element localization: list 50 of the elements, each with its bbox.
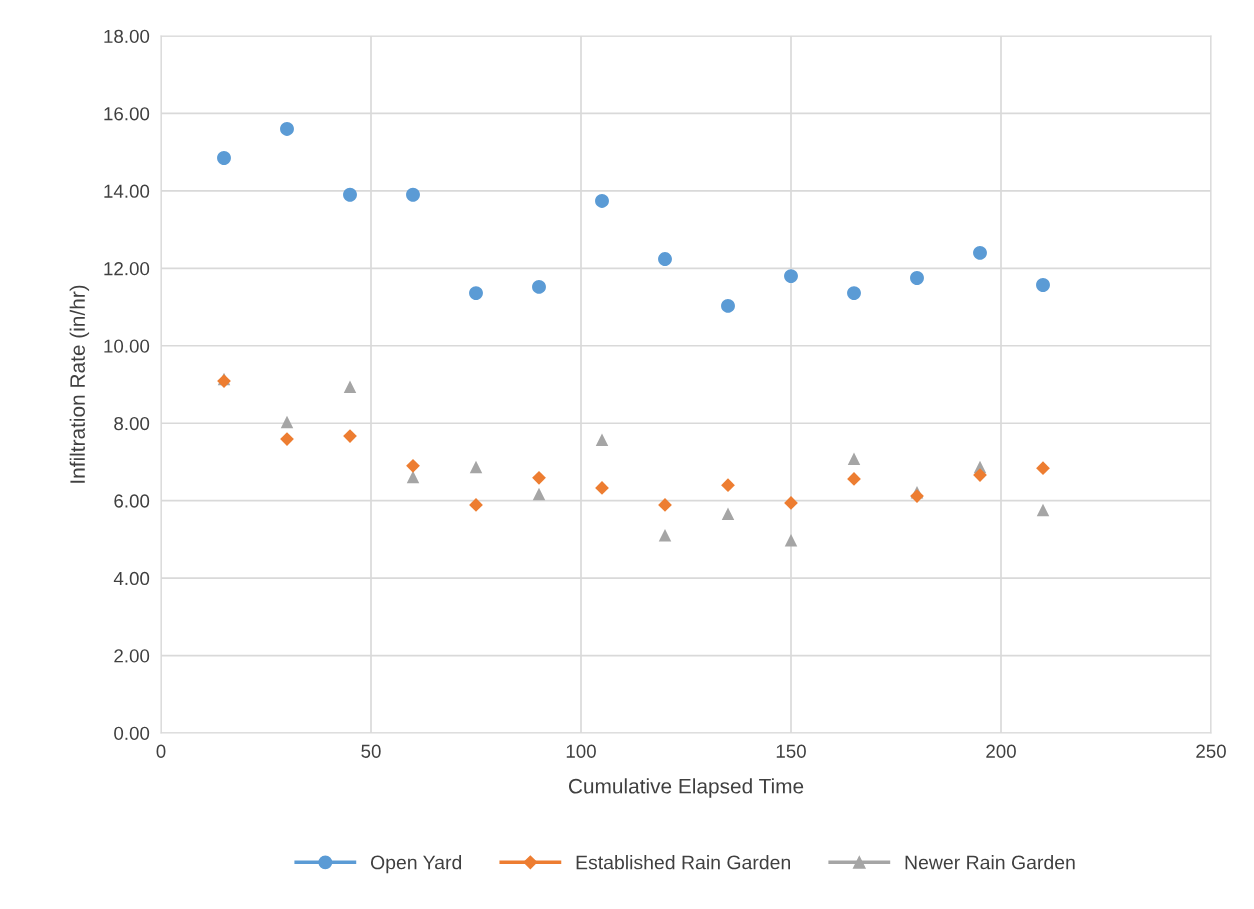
point	[658, 252, 672, 266]
y-tick-label: 2.00	[114, 649, 150, 663]
point	[910, 271, 924, 285]
point	[343, 187, 357, 202]
legend-label: Open Yard	[370, 855, 462, 874]
point	[721, 298, 735, 313]
point	[721, 478, 735, 493]
point	[469, 460, 483, 474]
y-tick-label: 14.00	[104, 184, 150, 198]
point	[1036, 503, 1050, 517]
x-tick-label: 250	[1196, 744, 1226, 758]
y-tick-label: 16.00	[104, 107, 150, 121]
y-tick-label: 8.00	[114, 416, 150, 431]
point	[469, 286, 483, 301]
point	[595, 194, 609, 208]
point	[280, 121, 294, 136]
point	[217, 151, 231, 165]
y-tick-label: 4.00	[113, 571, 150, 586]
x-axis-title: Cumulative Elapsed Time	[568, 778, 804, 798]
point	[406, 458, 420, 473]
x-tick-label: 150	[776, 744, 806, 758]
point	[280, 415, 294, 429]
point	[784, 269, 798, 284]
point	[406, 470, 420, 484]
y-tick-label: 12.00	[104, 262, 150, 276]
y-tick-label: 6.00	[114, 494, 150, 508]
point	[343, 380, 357, 394]
point	[658, 528, 672, 542]
y-tick-label: 0.00	[114, 726, 150, 740]
x-tick-label: 0	[156, 744, 166, 758]
point	[532, 279, 546, 294]
y-tick-label: 18.00	[104, 29, 150, 43]
legend-label: Established Rain Garden	[576, 855, 790, 870]
point	[784, 533, 798, 547]
x-tick-label: 200	[986, 744, 1016, 758]
x-tick-label: 100	[566, 744, 596, 758]
legend-label: Newer Rain Garden	[905, 855, 1075, 870]
point	[847, 286, 861, 301]
point	[721, 507, 735, 521]
point	[532, 470, 546, 485]
point	[973, 245, 987, 260]
point	[532, 487, 546, 501]
y-tick-label: 10.00	[104, 339, 150, 353]
point	[1036, 278, 1050, 292]
point	[973, 468, 987, 482]
point	[595, 433, 609, 447]
point	[406, 187, 420, 202]
y-axis-title: Infiltration Rate (in/hr)	[69, 285, 90, 483]
point	[847, 452, 861, 466]
x-tick-label: 50	[361, 744, 381, 758]
